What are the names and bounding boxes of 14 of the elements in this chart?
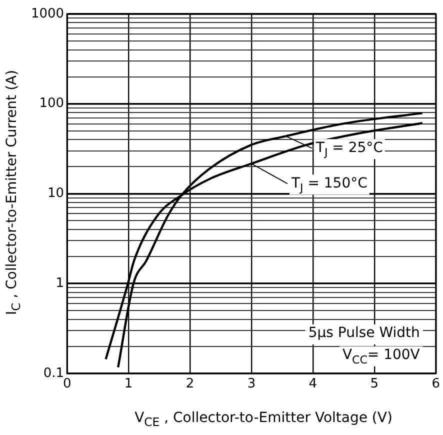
y-tick-label: 0.1 [43, 366, 64, 381]
x-axis-title: V$_{CE}$ , Collector-to-Emitter Voltage (V) [134, 410, 394, 429]
y-tick-label: 100 [39, 96, 64, 112]
x-tick-label: 2 [186, 376, 194, 392]
y-tick-label: 1 [56, 276, 64, 291]
x-tick-label: 5 [370, 376, 379, 392]
y-tick-label: 10 [48, 186, 64, 202]
x-tick-label: 3 [247, 376, 256, 392]
x-tick-label: 6 [432, 376, 440, 392]
x-tick-label: 4 [308, 376, 318, 392]
x-tick-label: 1 [124, 376, 133, 392]
annotation: 5µs Pulse Width [308, 325, 420, 342]
x-tick-label: 0 [62, 376, 72, 392]
y-tick-label: 1000 [30, 6, 64, 22]
